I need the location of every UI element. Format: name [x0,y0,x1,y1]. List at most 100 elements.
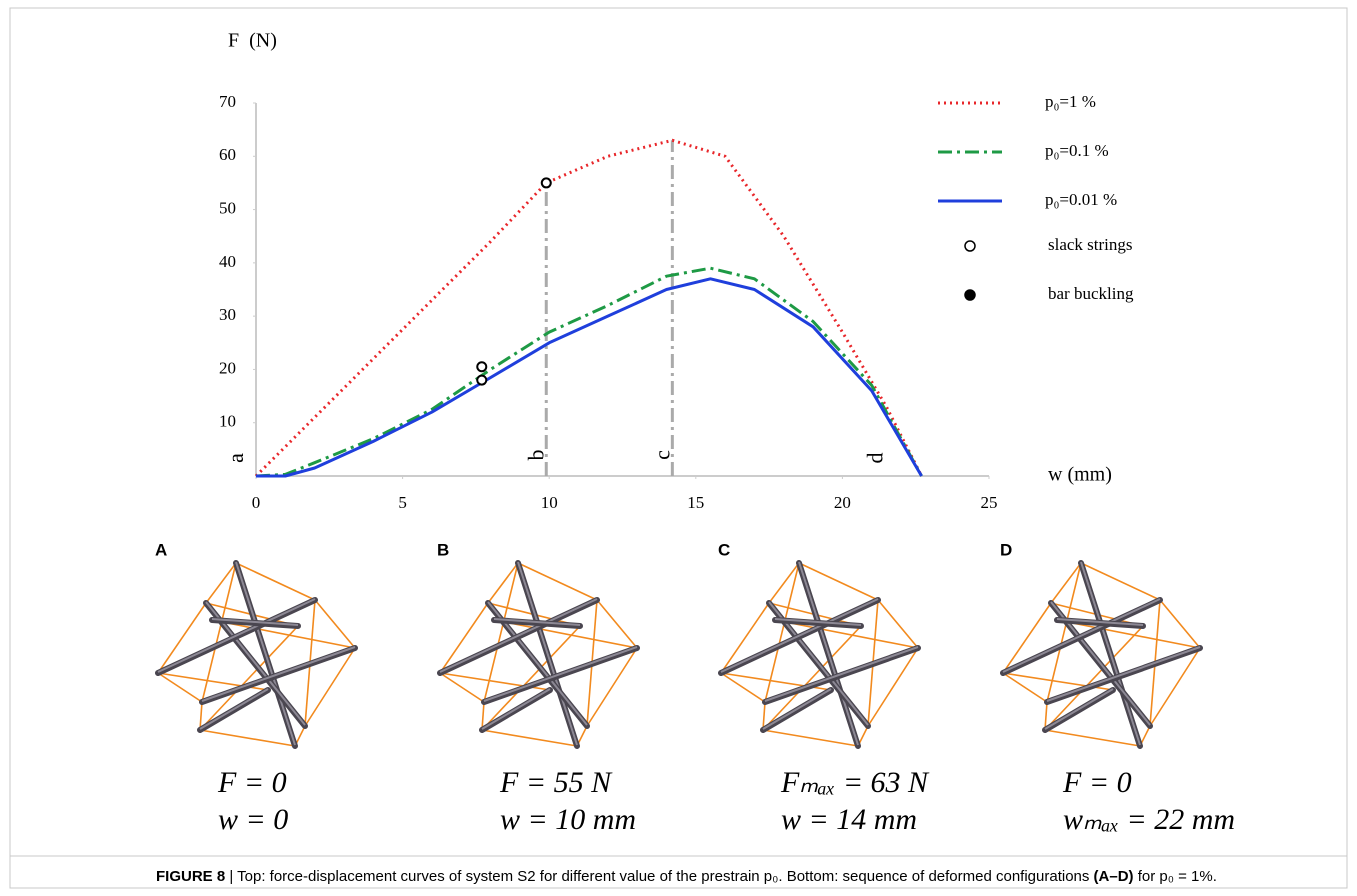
string [1046,562,1082,703]
series-line [256,277,923,478]
string [235,562,316,601]
bar-highlight [199,688,269,730]
string [1159,599,1201,649]
bar-highlight [764,646,919,702]
point [540,177,552,189]
string [517,562,598,601]
panel-force: F = 0 [217,766,287,799]
bar-highlight [1080,561,1141,746]
bar-highlight [762,688,832,730]
string [201,562,237,703]
y-tick-label: 20 [219,358,236,377]
panel-force: Fₘₐₓ = 63 N [780,766,930,799]
panel-letter: B [437,540,449,559]
x-tick-label: 0 [252,493,261,512]
legend-label: p₀=0.1 % [1045,141,1109,160]
panel-displacement: wₘₐₓ = 22 mm [1063,803,1235,836]
x-tick-label: 10 [541,493,558,512]
y-tick-label: 60 [219,145,236,164]
legend-marker [964,240,976,252]
configurations [155,560,1203,749]
string [1050,562,1082,604]
y-tick-label: 10 [219,412,236,431]
bar-highlight [774,618,862,626]
marker-label: b [523,450,548,461]
y-tick-label: 30 [219,305,236,324]
bar-highlight [1046,646,1201,702]
bar-highlight [483,646,638,702]
y-tick-label: 70 [219,92,236,111]
string [762,729,859,747]
string [314,599,356,649]
point-label: a [223,453,248,463]
y-tick-label: 50 [219,198,236,217]
string [481,701,485,731]
bar-highlight [1002,598,1161,673]
string [1080,562,1161,601]
string [199,701,203,731]
bar-highlight [211,618,299,626]
bar-highlight [439,598,598,673]
string [481,625,581,731]
caption: FIGURE 8 | Top: force-displacement curve… [156,868,1217,885]
string [439,672,485,703]
string [764,562,800,703]
string [596,599,638,649]
panel-force: F = 55 N [499,766,613,799]
caption-text: | Top: force-displacement curves of syst… [225,868,1093,885]
string [157,672,203,703]
string [1149,647,1201,727]
string [1002,672,1048,703]
string [762,625,862,731]
string [487,562,519,604]
string [157,602,207,674]
legend-label: p₀=0.01 % [1045,190,1117,209]
point [476,361,488,373]
bar-highlight [517,561,578,746]
bar-highlight [201,646,356,702]
x-tick-label: 20 [834,493,851,512]
bar-highlight [493,618,581,626]
string [867,647,919,727]
legend-label: bar buckling [1048,284,1134,303]
bar-highlight [1044,688,1114,730]
x-tick-label: 15 [687,493,704,512]
string [1044,701,1048,731]
string [762,701,766,731]
legend-marker [964,289,976,301]
panel-displacement: w = 14 mm [781,803,917,836]
caption-tail: for p₀ = 1%. [1134,868,1217,885]
string [720,602,770,674]
string [720,672,766,703]
string [1002,602,1052,674]
bar-highlight [235,561,296,746]
string [768,562,800,604]
bar-highlight [720,598,879,673]
x-tick-label: 25 [981,493,998,512]
marker-label: c [649,450,674,460]
series-line [254,138,923,478]
string [199,625,299,731]
panel-displacement: w = 10 mm [500,803,636,836]
panel-letter: D [1000,540,1012,559]
point [476,374,488,386]
panel-letter: C [718,540,730,559]
bar-highlight [798,561,859,746]
string [1044,729,1141,747]
string [304,647,356,727]
bar-highlight [1056,618,1144,626]
string [877,599,919,649]
x-axis-label: w (mm) [1048,464,1112,486]
string [798,562,879,601]
string [205,562,237,604]
y-tick-label: 40 [219,252,236,271]
y-axis-label: F (N) [228,30,277,52]
panel-displacement: w = 0 [218,803,288,836]
string [586,647,638,727]
caption-bold: (A–D) [1094,868,1134,885]
frame [9,7,1348,889]
panel-letter: A [155,540,167,559]
caption-label: FIGURE 8 [156,868,225,885]
panel-force: F = 0 [1062,766,1132,799]
bar-highlight [157,598,316,673]
